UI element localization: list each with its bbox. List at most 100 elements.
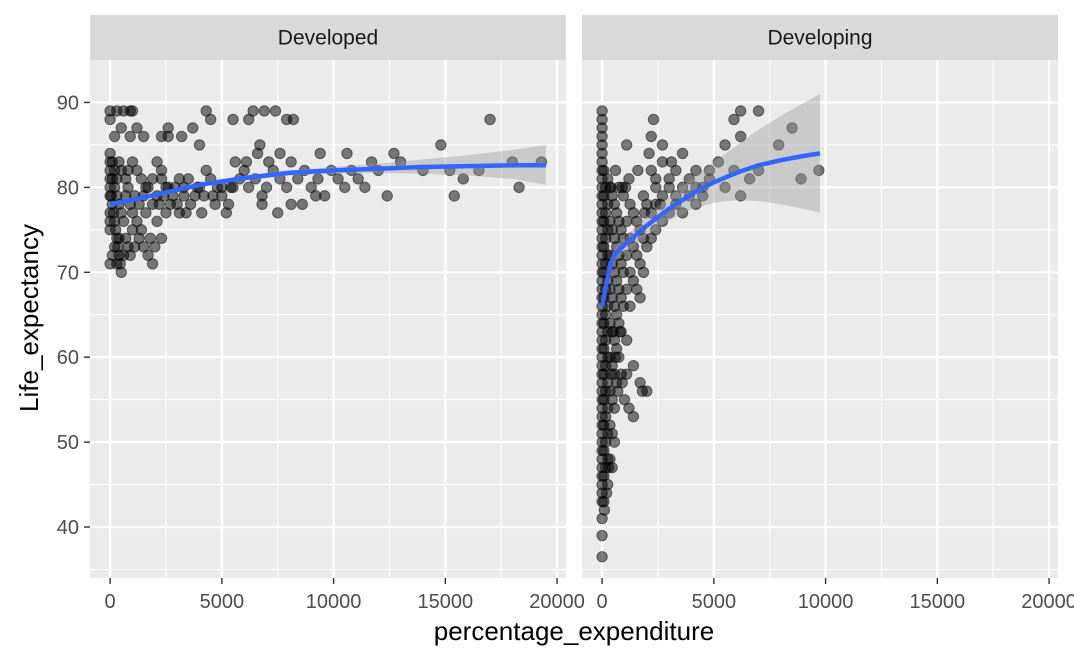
data-point	[258, 105, 271, 117]
data-point	[242, 113, 255, 126]
data-point	[676, 207, 689, 219]
data-point	[229, 156, 241, 168]
data-point	[274, 147, 286, 160]
data-point	[260, 181, 273, 194]
facet-strip	[90, 15, 566, 60]
data-point	[719, 181, 731, 194]
data-point	[151, 215, 163, 228]
data-point	[703, 164, 716, 177]
data-point	[734, 190, 747, 202]
confidence-ribbon	[110, 144, 546, 207]
points-layer	[596, 105, 825, 563]
data-point	[122, 181, 134, 194]
panel-background	[90, 60, 566, 578]
data-point	[359, 181, 371, 194]
data-point	[312, 173, 324, 185]
x-axis-title: percentage_expenditure	[434, 616, 714, 646]
data-point	[146, 258, 159, 270]
data-point	[637, 266, 650, 278]
data-point	[612, 385, 624, 397]
data-point	[636, 385, 649, 397]
data-point	[115, 122, 127, 134]
data-point	[131, 122, 143, 134]
data-point	[117, 215, 130, 228]
data-point	[484, 113, 496, 126]
data-point	[734, 130, 747, 143]
data-point	[104, 113, 116, 126]
data-point	[647, 113, 660, 126]
data-point	[600, 487, 613, 499]
data-point	[632, 164, 644, 177]
data-point	[654, 198, 666, 211]
data-point	[752, 105, 765, 117]
y-tick-label: 70	[57, 262, 79, 284]
data-point	[140, 207, 152, 219]
data-point	[620, 283, 633, 295]
x-tick-label: 0	[597, 591, 608, 613]
data-point	[457, 173, 469, 185]
data-point	[656, 139, 669, 151]
facet-panel-developing: Developing 0 5000 10000 15000 20000	[582, 15, 1074, 613]
data-point	[193, 139, 206, 151]
smooth-trend-line	[599, 151, 821, 307]
data-point	[124, 130, 136, 143]
x-tick-label: 0	[105, 591, 116, 613]
data-point	[627, 410, 640, 423]
data-point	[310, 190, 322, 202]
data-point	[676, 147, 689, 160]
data-point	[627, 360, 640, 372]
data-point	[196, 207, 208, 219]
data-point	[352, 173, 364, 185]
data-point	[242, 181, 255, 194]
data-point	[663, 173, 675, 185]
data-point	[108, 130, 121, 143]
data-point	[137, 130, 150, 143]
data-point	[634, 292, 646, 304]
data-point	[269, 105, 282, 117]
data-point	[795, 173, 807, 185]
data-point	[285, 156, 297, 168]
data-point	[676, 181, 689, 194]
x-tick-label: 15000	[418, 591, 474, 613]
data-point	[643, 147, 655, 160]
data-point	[155, 232, 168, 245]
data-point	[126, 105, 139, 117]
data-point	[207, 190, 219, 202]
data-point	[690, 198, 702, 211]
data-point	[605, 181, 617, 194]
data-point	[296, 198, 309, 211]
y-tick-label: 50	[57, 432, 79, 454]
data-point	[111, 258, 123, 270]
x-tick-label: 10000	[306, 591, 362, 613]
data-point	[620, 215, 633, 228]
data-point	[272, 207, 284, 219]
data-point	[240, 156, 253, 168]
data-point	[607, 326, 619, 338]
data-point	[638, 207, 651, 219]
data-point	[220, 207, 233, 219]
x-tick-label: 5000	[692, 591, 737, 613]
data-point	[786, 122, 798, 134]
data-point	[665, 156, 678, 168]
data-point	[381, 190, 393, 202]
data-point	[513, 181, 525, 194]
data-point	[650, 173, 662, 185]
x-tick-label: 15000	[910, 591, 966, 613]
data-point	[388, 147, 400, 160]
data-point	[619, 181, 632, 194]
data-point	[149, 241, 161, 253]
data-point	[263, 156, 275, 168]
x-tick-label: 20000	[529, 591, 585, 613]
data-point	[135, 224, 148, 236]
data-point	[178, 190, 190, 202]
data-point	[339, 181, 351, 194]
data-point	[603, 461, 615, 474]
data-point	[251, 147, 264, 160]
data-point	[683, 173, 695, 185]
data-point	[609, 164, 622, 177]
data-point	[113, 232, 125, 245]
data-point	[712, 156, 725, 168]
data-point	[734, 105, 747, 117]
